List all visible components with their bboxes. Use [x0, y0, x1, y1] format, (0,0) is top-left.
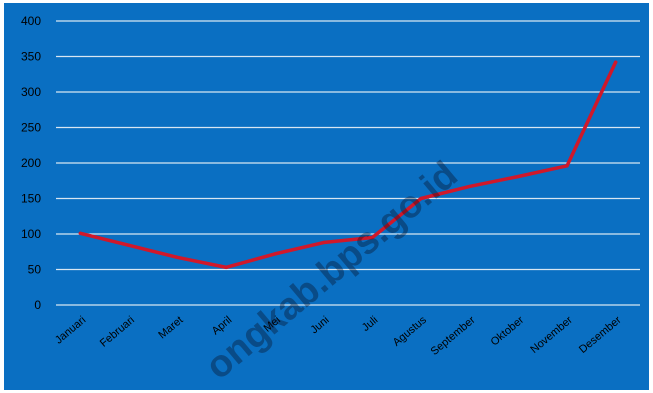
y-axis-ticks: 0 50 100 150 200 250 300 350 400 — [21, 14, 41, 312]
data-point — [322, 240, 326, 245]
data-point — [516, 174, 520, 179]
data-point — [273, 252, 277, 256]
x-tick-label: November — [528, 314, 575, 356]
x-tick-label: Maret — [156, 314, 185, 341]
data-point — [224, 265, 228, 269]
x-tick-label: Juli — [360, 314, 380, 334]
y-tick-label: 200 — [21, 156, 41, 170]
y-tick-label: 0 — [34, 298, 41, 312]
gridlines — [56, 20, 640, 306]
x-tick-label: Juni — [308, 314, 331, 336]
series-layer — [78, 60, 618, 270]
x-tick-label: Oktober — [489, 314, 527, 349]
x-tick-label: Februari — [98, 314, 137, 350]
chart-area: 0 50 100 150 200 250 300 350 400 Januari Februari… — [4, 3, 649, 390]
watermark-text: ongkab.bps.go.id — [198, 154, 466, 388]
series-line — [78, 60, 618, 270]
data-point — [468, 184, 472, 189]
x-tick-label: Agustus — [391, 314, 430, 349]
x-axis-ticks: Januari Februari Maret April Mei Juni Juli Agus… — [53, 314, 624, 358]
y-tick-label: 50 — [28, 263, 42, 277]
y-tick-label: 100 — [21, 227, 41, 241]
x-tick-label: Desember — [577, 314, 624, 356]
line-chart: 0 50 100 150 200 250 300 350 400 Januari Februari… — [21, 14, 640, 388]
data-point — [565, 164, 569, 168]
data-point — [370, 235, 374, 240]
y-tick-label: 300 — [21, 85, 41, 99]
data-point — [127, 243, 131, 247]
data-point — [614, 60, 618, 64]
data-point — [419, 196, 423, 201]
data-point — [176, 255, 180, 260]
y-tick-label: 250 — [21, 121, 41, 135]
x-tick-label: September — [429, 314, 478, 358]
y-tick-label: 400 — [21, 14, 41, 28]
x-tick-label: Januari — [53, 314, 88, 346]
y-tick-label: 350 — [21, 50, 41, 64]
y-tick-label: 150 — [21, 192, 41, 206]
data-point — [78, 231, 82, 235]
